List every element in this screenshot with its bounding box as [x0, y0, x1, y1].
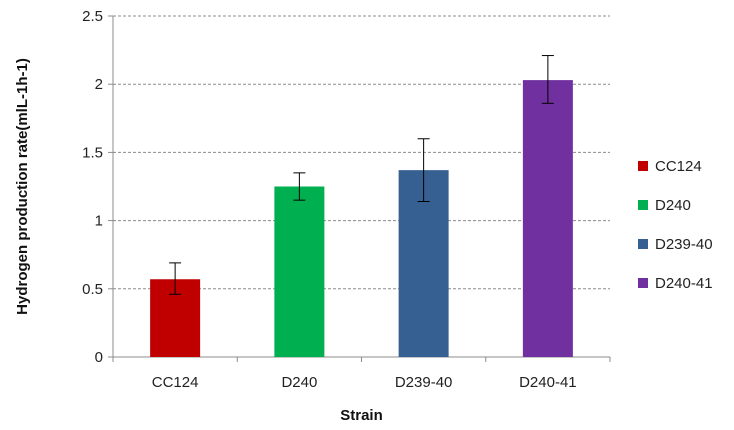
legend-swatch [638, 200, 648, 210]
y-axis-title: Hydrogen production rate(mlL-1h-1) [14, 58, 31, 315]
legend-label: D240-41 [655, 275, 713, 292]
legend: CC124 D240 D239-40 D240-41 [638, 158, 713, 292]
legend-swatch [638, 239, 648, 249]
x-tick-label: D240 [281, 374, 317, 391]
x-tick-label: CC124 [152, 374, 199, 391]
y-tick-label: 1.5 [82, 144, 103, 161]
y-tick-labels: 0 0.5 1 1.5 2 2.5 [82, 8, 611, 366]
error-bars [169, 55, 554, 295]
y-tick-label: 0.5 [82, 281, 103, 298]
legend-swatch [638, 161, 648, 171]
legend-label: D239-40 [655, 236, 713, 253]
x-axis-title: Strain [340, 407, 383, 424]
y-tick-label: 2.5 [82, 8, 103, 25]
legend-swatch [638, 278, 648, 288]
bar-d240-41 [522, 80, 573, 357]
y-tick-label: 1 [95, 213, 103, 230]
legend-label: D240 [655, 197, 691, 214]
x-tick-label: D239-40 [395, 374, 453, 391]
y-tick-label: 2 [95, 76, 103, 93]
x-tick-labels: CC124 D240 D239-40 D240-41 [152, 374, 577, 391]
bars [150, 80, 573, 357]
bar-d240 [274, 186, 325, 357]
legend-label: CC124 [655, 158, 702, 175]
y-tick-label: 0 [95, 349, 103, 366]
x-tick-label: D240-41 [519, 374, 577, 391]
